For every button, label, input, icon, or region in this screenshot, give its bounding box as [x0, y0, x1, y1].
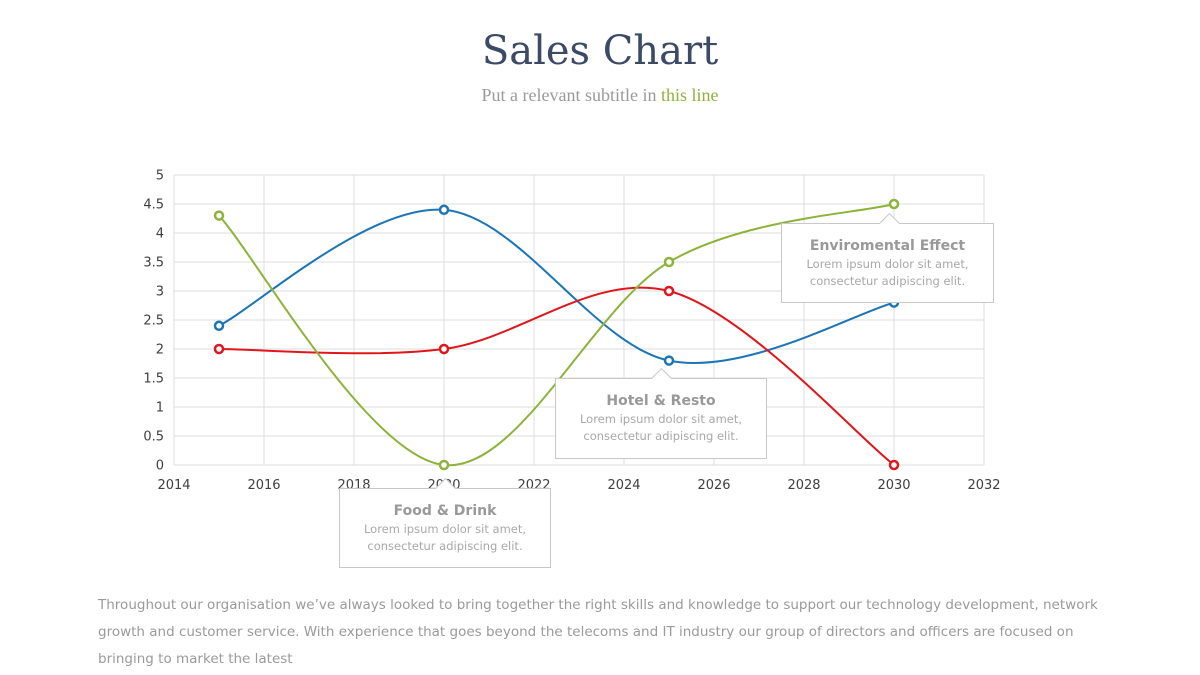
body-paragraph: Throughout our organisation we’ve always…: [98, 597, 1098, 667]
data-point: [663, 355, 675, 366]
x-tick-label: 2030: [877, 478, 910, 493]
data-point: [438, 459, 450, 471]
callout-body-line1: Lorem ipsum dolor sit amet,: [579, 412, 743, 426]
callout-food-drink: Food & Drink Lorem ipsum dolor sit amet,…: [339, 477, 551, 568]
callout-body-line2: consectetur adipiscing elit.: [583, 429, 739, 443]
data-point: [663, 285, 675, 297]
x-tick-label: 2028: [787, 478, 820, 493]
y-tick-label: 4.5: [143, 198, 164, 213]
x-tick-label: 2032: [967, 478, 1000, 493]
page-subtitle: Put a relevant subtitle in this line: [0, 85, 1200, 106]
data-point: [663, 256, 675, 268]
page-title: Sales Chart: [481, 28, 719, 74]
y-tick-label: 1.5: [143, 372, 164, 387]
y-tick-label: 3.5: [143, 256, 164, 271]
data-point: [213, 343, 225, 355]
series-line-2: [218, 203, 895, 467]
callout-body-line1: Lorem ipsum dolor sit amet,: [806, 257, 969, 271]
series-line-0: [218, 208, 895, 364]
series-line-1: [218, 286, 895, 466]
data-point: [888, 198, 900, 210]
data-point: [888, 459, 900, 471]
x-tick-label: 2016: [247, 478, 280, 493]
x-axis-ticks: 2014201620182020202220242026202820302032: [157, 478, 1000, 493]
y-tick-label: 2.5: [143, 314, 164, 329]
y-tick-label: 2: [156, 343, 164, 358]
callout-body-line2: consectetur adipiscing elit.: [367, 539, 523, 553]
data-point: [213, 210, 225, 221]
y-axis-ticks: 0 0.5 1 1.5 2 2.5 3 3.5 4 4.5 5: [143, 169, 164, 474]
callout-body-line1: Lorem ipsum dolor sit amet,: [363, 522, 527, 536]
callout-hotel-resto: Hotel & Resto Lorem ipsum dolor sit amet…: [555, 367, 767, 459]
data-point: [438, 204, 450, 216]
chart-series: [213, 198, 900, 471]
y-tick-label: 5: [156, 169, 164, 184]
subtitle-accent: this line: [660, 85, 719, 105]
callout-title: Enviromental Effect: [809, 238, 966, 254]
data-point: [213, 320, 225, 332]
callout-enviromental-effect: Enviromental Effect Lorem ipsum dolor si…: [781, 212, 994, 303]
y-tick-label: 0.5: [143, 430, 164, 445]
callout-title: Food & Drink: [393, 503, 497, 519]
data-point: [438, 343, 450, 355]
subtitle-text: Put a relevant subtitle in: [481, 85, 661, 105]
x-tick-label: 2014: [157, 478, 190, 493]
callout-body-line2: consectetur adipiscing elit.: [809, 274, 966, 288]
y-tick-label: 1: [156, 401, 164, 416]
y-tick-label: 4: [156, 227, 164, 242]
x-tick-label: 2026: [697, 478, 730, 493]
y-tick-label: 3: [156, 285, 164, 300]
y-tick-label: 0: [156, 459, 164, 474]
x-tick-label: 2024: [607, 478, 640, 493]
callout-title: Hotel & Resto: [606, 393, 716, 409]
